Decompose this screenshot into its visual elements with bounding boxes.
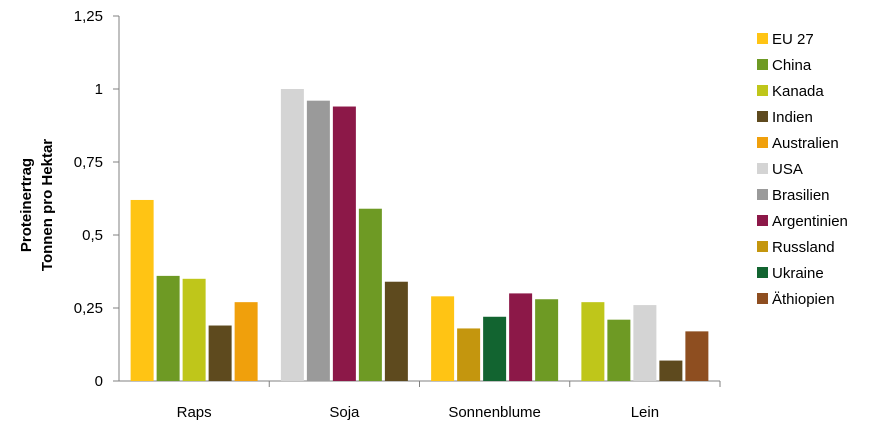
legend-label: Kanada <box>772 83 824 100</box>
x-category-label: Soja <box>329 404 360 421</box>
y-tick-label: 1,25 <box>74 8 103 25</box>
bar-raps-indien <box>208 325 232 381</box>
y-tick-label: 0,25 <box>74 300 103 317</box>
legend-label: Brasilien <box>772 187 830 204</box>
bar-raps-eu-27 <box>130 199 154 381</box>
legend-label: EU 27 <box>772 31 814 48</box>
legend-label: Indien <box>772 109 813 126</box>
legend-swatch <box>757 33 768 44</box>
legend-swatch <box>757 111 768 122</box>
legend: EU 27 China Kanada Indien Australien USA Brasi… <box>757 31 848 308</box>
bar-raps-australien <box>234 302 258 381</box>
legend-label: Russland <box>772 239 835 256</box>
bar-sonnenblume-russland <box>457 328 481 381</box>
x-axis-labels: Raps Soja Sonnenblume Lein <box>177 381 721 421</box>
x-category-label: Lein <box>631 404 659 421</box>
y-tick-label: 0,75 <box>74 154 103 171</box>
bar-soja-china <box>358 208 382 381</box>
legend-swatch <box>757 215 768 226</box>
bar-soja-brasilien <box>306 100 330 382</box>
legend-label: Argentinien <box>772 213 848 230</box>
legend-swatch <box>757 241 768 252</box>
legend-swatch <box>757 59 768 70</box>
x-category-label: Sonnenblume <box>448 404 541 421</box>
legend-swatch <box>757 293 768 304</box>
legend-swatch <box>757 189 768 200</box>
bar-sonnenblume-argentinien <box>509 293 533 381</box>
bar-raps-china <box>156 275 180 381</box>
bar-lein-china <box>607 319 631 381</box>
legend-swatch <box>757 267 768 278</box>
bar-raps-kanada <box>182 278 206 381</box>
legend-swatch <box>757 137 768 148</box>
bar-soja-indien <box>384 281 408 381</box>
y-tick-label: 1 <box>95 81 103 98</box>
bar-sonnenblume-eu-27 <box>431 296 455 381</box>
bar-soja-usa <box>280 89 304 381</box>
bar-sonnenblume-china <box>535 299 559 381</box>
legend-label: China <box>772 57 812 74</box>
legend-label: Äthiopien <box>772 291 835 308</box>
y-axis-title-line: Proteinertrag <box>18 158 35 252</box>
y-axis-label: Proteinertrag Tonnen pro Hektar <box>18 139 56 271</box>
y-axis-ticks: 0 0,25 0,5 0,75 1 1,25 <box>74 8 119 390</box>
bar-lein--thiopien <box>685 331 709 381</box>
y-tick-label: 0 <box>95 373 103 390</box>
bar-lein-kanada <box>581 302 605 381</box>
legend-label: Ukraine <box>772 265 824 282</box>
x-category-label: Raps <box>177 404 212 421</box>
legend-label: Australien <box>772 135 839 152</box>
bar-sonnenblume-ukraine <box>483 316 507 381</box>
bars <box>130 89 709 382</box>
y-axis-title-line: Tonnen pro Hektar <box>39 139 56 271</box>
bar-lein-indien <box>659 360 683 381</box>
bar-soja-argentinien <box>332 106 356 382</box>
legend-swatch <box>757 85 768 96</box>
legend-swatch <box>757 163 768 174</box>
legend-label: USA <box>772 161 803 178</box>
bar-lein-usa <box>633 305 657 381</box>
y-tick-label: 0,5 <box>82 227 103 244</box>
